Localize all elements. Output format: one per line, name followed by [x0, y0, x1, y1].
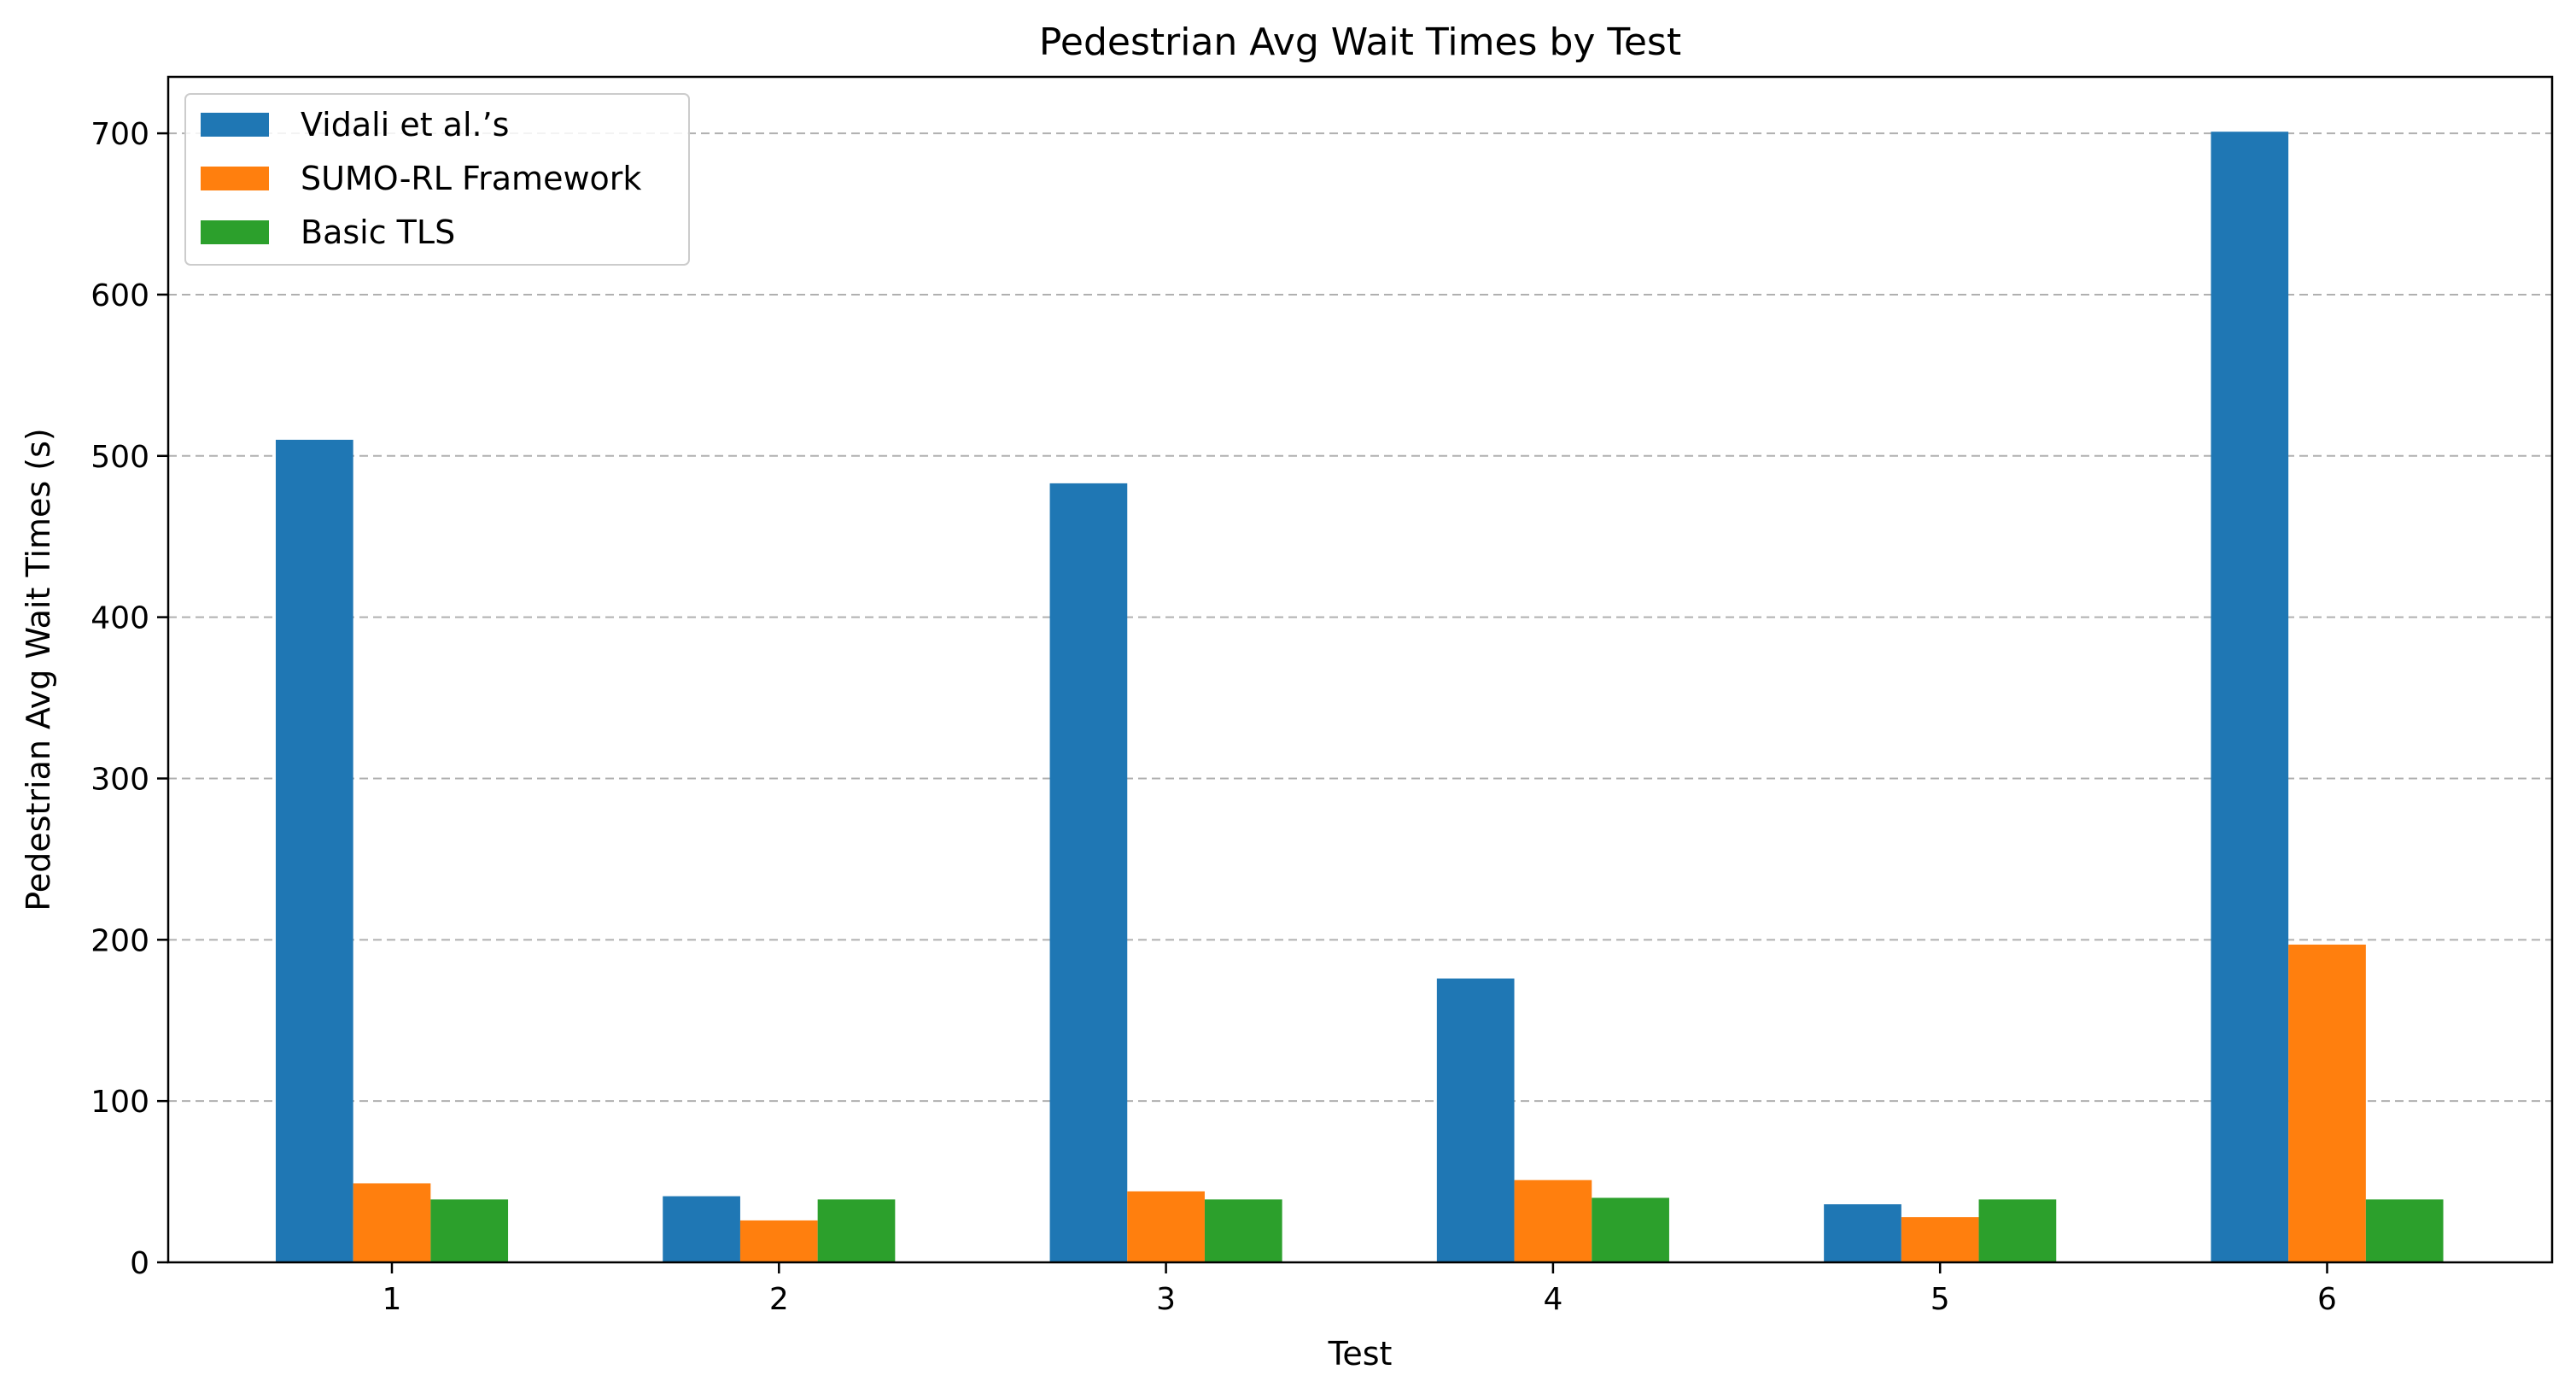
bar — [275, 439, 353, 1262]
y-tick-label: 200 — [91, 923, 149, 958]
grid-lines — [168, 132, 2552, 1103]
legend-swatch — [201, 220, 269, 244]
bar — [1204, 1199, 1282, 1262]
bar — [739, 1220, 818, 1262]
bar — [1127, 1191, 1205, 1262]
y-axis: 0 100 200 300 400 500 600 700 — [91, 117, 168, 1281]
x-tick-label: 3 — [1156, 1282, 1176, 1317]
bar — [353, 1183, 431, 1262]
legend-label: SUMO-RL Framework — [301, 160, 641, 197]
bar — [1824, 1204, 1901, 1262]
y-tick-label: 300 — [91, 762, 149, 797]
bar — [2211, 132, 2289, 1263]
x-tick-label: 6 — [2317, 1282, 2337, 1317]
x-tick-label: 1 — [383, 1282, 402, 1317]
x-tick-label: 4 — [1543, 1282, 1563, 1317]
legend-label: Basic TLS — [301, 214, 455, 251]
legend-box — [184, 93, 690, 266]
plot-frame — [166, 75, 2554, 1264]
y-tick-label: 500 — [91, 440, 149, 475]
x-axis-label: Test — [1328, 1335, 1393, 1373]
bar — [1049, 483, 1128, 1262]
bar-group — [275, 132, 2444, 1263]
x-tick-label: 5 — [1931, 1282, 1950, 1317]
bar — [817, 1199, 896, 1262]
bar — [1514, 1179, 1592, 1262]
bar — [1978, 1199, 2057, 1262]
y-tick-label: 600 — [91, 278, 149, 313]
y-tick-label: 100 — [91, 1085, 149, 1120]
bar — [1592, 1197, 1669, 1262]
bar — [663, 1196, 740, 1262]
legend: Vidali et al.’s SUMO-RL Framework Basic TL… — [184, 93, 690, 266]
y-tick-label: 400 — [91, 601, 149, 636]
bar — [1901, 1217, 1979, 1262]
bar — [430, 1199, 509, 1262]
y-tick-label: 0 — [130, 1246, 149, 1281]
legend-swatch — [201, 167, 269, 190]
x-tick-label: 2 — [769, 1282, 789, 1317]
x-axis: 1 2 3 4 5 6 — [383, 1262, 2337, 1317]
chart-title: Pedestrian Avg Wait Times by Test — [1039, 20, 1681, 64]
y-tick-label: 700 — [91, 117, 149, 152]
bar — [2288, 944, 2366, 1262]
legend-swatch — [201, 113, 269, 137]
bar — [1436, 978, 1515, 1262]
bar — [2365, 1199, 2444, 1262]
legend-label: Vidali et al.’s — [301, 106, 509, 143]
y-axis-label: Pedestrian Avg Wait Times (s) — [20, 428, 57, 911]
